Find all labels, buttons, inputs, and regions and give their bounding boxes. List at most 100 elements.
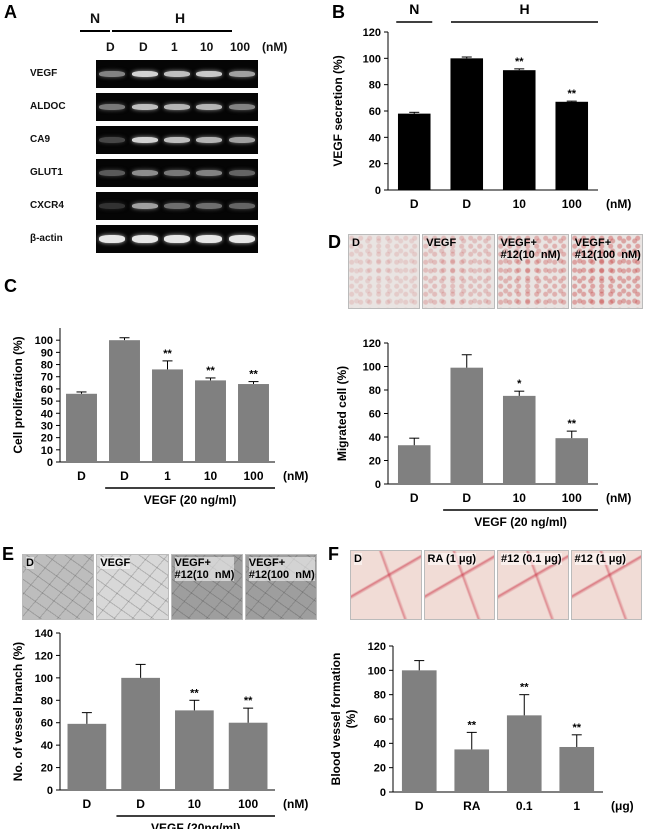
gel-band xyxy=(164,203,190,209)
x-tick-label: 100 xyxy=(562,491,582,505)
gel-strip xyxy=(96,93,258,121)
unit-label: (nM) xyxy=(606,491,631,505)
bar xyxy=(109,340,140,462)
x-tick-label: D xyxy=(77,469,86,483)
unit-label: (nM) xyxy=(283,797,308,811)
x-tick-label: D xyxy=(462,197,471,211)
x-tick-label: 10 xyxy=(513,197,527,211)
micrograph-migration: VEGF+ #12(100 nM) xyxy=(570,234,643,309)
y-tick-label: 20 xyxy=(374,763,386,775)
group-label: VEGF (20 ng/ml) xyxy=(474,515,567,529)
bar xyxy=(454,749,490,792)
bar xyxy=(175,710,214,790)
group-n-label: N xyxy=(409,1,419,17)
micrograph-caption: D xyxy=(352,237,360,249)
panel-d-label: D xyxy=(328,232,341,252)
y-tick-label: 20 xyxy=(41,433,53,445)
lane-label: 10 xyxy=(200,40,214,54)
bar xyxy=(238,384,269,462)
bar xyxy=(450,58,484,191)
gel-band xyxy=(229,170,255,176)
lane-label: 1 xyxy=(171,40,178,54)
gel-band xyxy=(164,104,190,110)
gel-band xyxy=(132,71,158,77)
y-axis-label: Blood vessel formation(%) xyxy=(329,653,358,786)
micrograph-vessel: VEGF xyxy=(96,554,169,620)
micrograph-caption: #12 (0.1 μg) xyxy=(501,553,562,565)
gene-label: ALDOC xyxy=(30,101,66,112)
chart-e: 0 20 40 60 80 100 120 140 No. of vessel branch (… xyxy=(11,628,308,829)
significance-mark: ** xyxy=(567,418,576,430)
panel-f: F D RA (1 μg) #12 (0.1 μg) #12 (1 μg) 0 20 40… xyxy=(320,540,650,829)
bar xyxy=(555,438,589,484)
bar xyxy=(397,113,431,190)
y-tick-label: 80 xyxy=(41,360,53,372)
y-tick-label: 0 xyxy=(47,457,53,469)
y-tick-label: 60 xyxy=(369,106,381,118)
y-tick-label: 80 xyxy=(374,690,386,702)
bar xyxy=(401,670,437,792)
gel-band xyxy=(164,170,190,176)
x-tick-label: D xyxy=(415,799,424,813)
micrograph-cam: #12 (1 μg) xyxy=(570,550,642,620)
y-tick-label: 30 xyxy=(41,420,53,432)
gel-band xyxy=(164,137,190,143)
panel-c: C 0 10 20 30 40 50 60 70 80 90 100 Cell proliferatio… xyxy=(0,270,320,515)
unit-label: (μg) xyxy=(611,799,634,813)
gene-label: GLUT1 xyxy=(30,167,63,178)
y-tick-label: 0 xyxy=(380,787,386,799)
micrograph-caption: #12 (1 μg) xyxy=(574,553,626,565)
y-tick-label: 80 xyxy=(369,385,381,397)
group-label: VEGF (20ng/ml) xyxy=(151,821,240,829)
micrograph-vessel: VEGF+ #12(10 nM) xyxy=(170,554,243,620)
panel-e: E D VEGF VEGF+ #12(10 nM) VEGF+ #12(100 nM)… xyxy=(0,540,320,829)
gel-band xyxy=(196,170,222,176)
bar xyxy=(450,367,484,484)
significance-mark: ** xyxy=(163,348,172,360)
y-tick-label: 20 xyxy=(369,456,381,468)
y-tick-label: 100 xyxy=(368,665,386,677)
gel-band xyxy=(132,137,158,143)
micrograph-caption: RA (1 μg) xyxy=(427,553,476,565)
micrograph-cam: #12 (0.1 μg) xyxy=(497,550,569,620)
gel-band xyxy=(99,170,125,176)
micrograph-caption: VEGF+ #12(10 nM) xyxy=(500,237,561,261)
unit-label: (nM) xyxy=(262,40,288,54)
panel-e-label: E xyxy=(2,544,15,564)
x-tick-label: 1 xyxy=(573,799,580,813)
y-tick-label: 100 xyxy=(35,673,53,685)
group-h-line xyxy=(112,30,232,32)
y-tick-label: 40 xyxy=(41,740,53,752)
significance-mark: * xyxy=(517,378,522,390)
gel-strip xyxy=(96,60,258,88)
bar xyxy=(502,70,536,190)
y-tick-label: 60 xyxy=(41,384,53,396)
significance-mark: ** xyxy=(520,682,529,694)
gel-band xyxy=(132,170,158,176)
gene-label: CA9 xyxy=(30,134,51,145)
panel-a: A N H D D 1 10 100 (nM) VEGF ALDOC CA9 GLUT1 CXCR… xyxy=(0,0,320,260)
significance-mark: ** xyxy=(206,365,215,377)
y-tick-label: 40 xyxy=(374,738,386,750)
panel-a-label: A xyxy=(4,2,17,22)
y-axis-label: VEGF secretion (%) xyxy=(331,55,345,166)
chart-d: 0 20 40 60 80 100 120 Migrated cell (%) D D * 10 ** 1… xyxy=(335,338,631,529)
y-tick-label: 120 xyxy=(363,338,381,350)
significance-mark: ** xyxy=(567,88,576,100)
gel-strip xyxy=(96,159,258,187)
panel-b-label: B xyxy=(332,2,345,22)
gel-band xyxy=(196,203,222,209)
cam-images: D RA (1 μg) #12 (0.1 μg) #12 (1 μg) xyxy=(350,550,642,620)
micrograph-caption: VEGF+ #12(100 nM) xyxy=(574,237,641,261)
bar xyxy=(506,715,542,792)
gel-band xyxy=(99,104,125,110)
y-tick-label: 0 xyxy=(375,185,381,197)
micrograph-caption: D xyxy=(26,557,34,569)
micrograph-cam: D xyxy=(350,550,422,620)
significance-mark: ** xyxy=(244,695,253,707)
y-tick-label: 20 xyxy=(41,763,53,775)
migration-images: D VEGF VEGF+ #12(10 nM) VEGF+ #12(100 nM) xyxy=(348,234,643,309)
y-tick-label: 10 xyxy=(41,445,53,457)
bar xyxy=(397,445,431,484)
